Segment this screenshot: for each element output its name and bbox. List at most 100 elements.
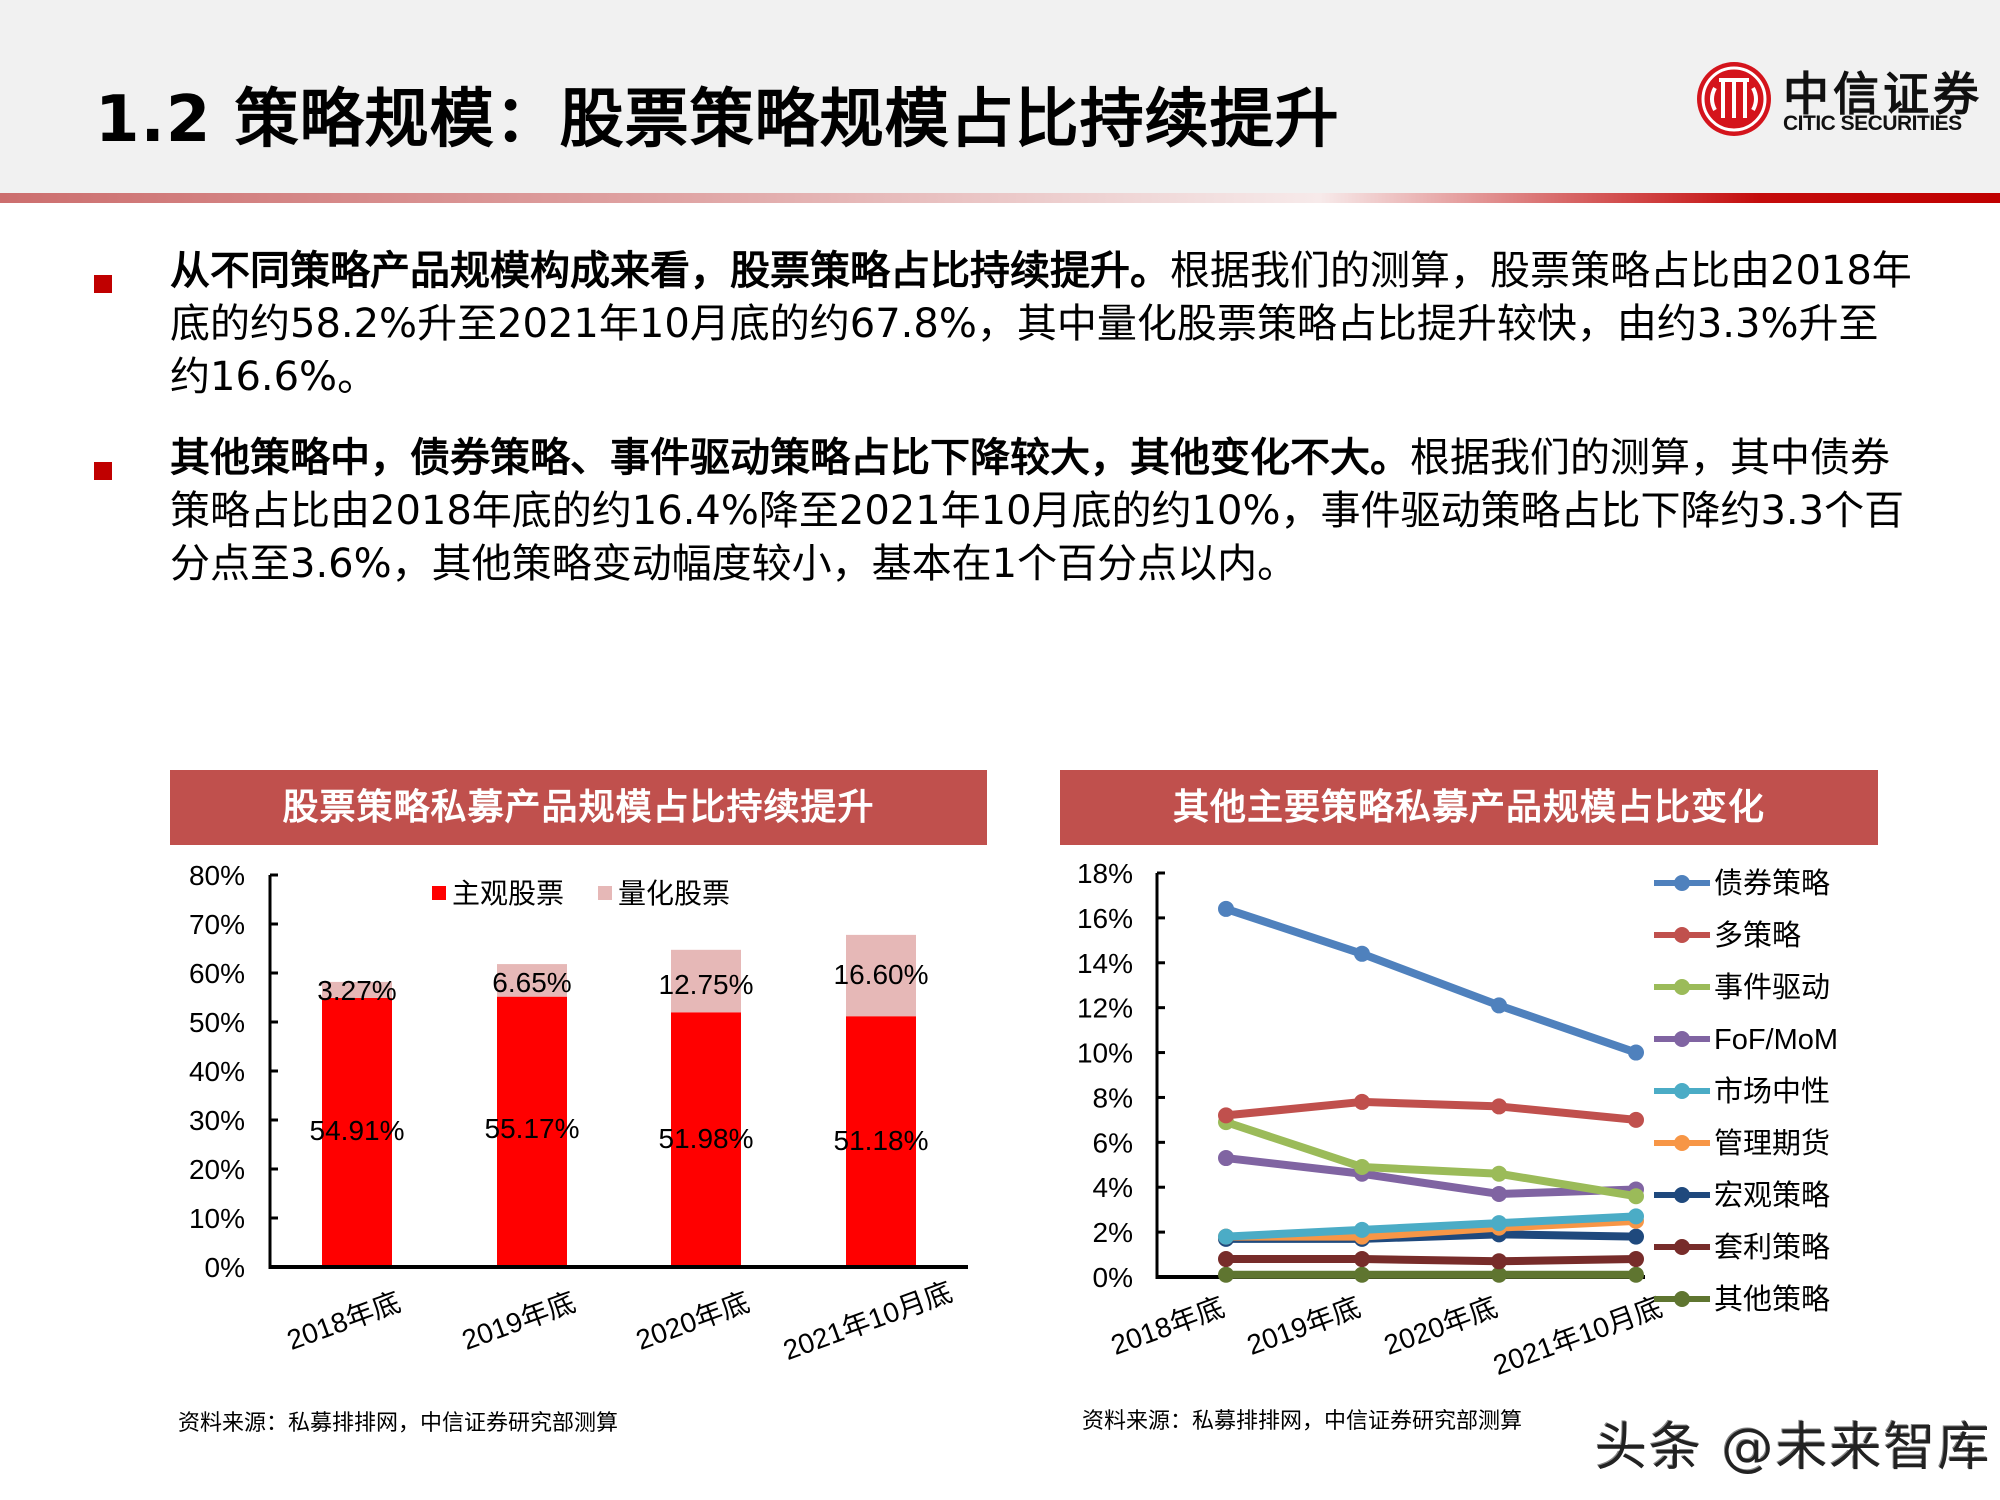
legend-label: 量化股票 xyxy=(618,878,730,909)
series-marker xyxy=(1491,997,1507,1014)
legend-marker xyxy=(1674,1031,1690,1047)
y-tick-label: 80% xyxy=(189,860,245,891)
series-line xyxy=(1224,905,1638,1057)
right-chart: 其他主要策略私募产品规模占比变化 xyxy=(1060,770,1878,1470)
series-marker xyxy=(1354,1221,1370,1238)
data-label: 54.91% xyxy=(310,1115,405,1146)
legend-label: 事件驱动 xyxy=(1714,971,1830,1004)
header-divider xyxy=(0,193,2000,203)
y-tick-label: 6% xyxy=(1093,1127,1133,1158)
legend-marker xyxy=(1674,1135,1690,1151)
citic-logo: 中信证券 CITIC SECURITIES xyxy=(1697,62,1979,138)
bar-segment xyxy=(497,964,567,997)
legend-label: FoF/MoM xyxy=(1714,1024,1838,1056)
series-line xyxy=(1226,1255,1637,1266)
left-chart-title: 股票策略私募产品规模占比持续提升 xyxy=(170,770,987,845)
series-marker xyxy=(1354,1251,1370,1268)
legend-label: 多策略 xyxy=(1714,919,1801,952)
series-marker xyxy=(1491,1098,1507,1115)
y-tick-label: 4% xyxy=(1093,1172,1133,1203)
bullet-body: 根据我们的测算，其中债券策略占比由2018年底的约16.4%降至2021年10月… xyxy=(170,435,1905,587)
logo-name-cn: 中信证券 xyxy=(1783,67,1983,121)
x-tick-label: 2021年10月底 xyxy=(1489,1291,1666,1381)
legend-label: 市场中性 xyxy=(1714,1075,1830,1108)
series-marker xyxy=(1491,1266,1507,1283)
y-tick-label: 40% xyxy=(189,1056,245,1087)
bar-segment xyxy=(322,997,392,1267)
legend-marker xyxy=(1674,1187,1690,1203)
legend-marker xyxy=(1674,1291,1690,1307)
header: 1.2 策略规模：股票策略规模占比持续提升 中信证券 CITIC SECURIT… xyxy=(0,0,2000,193)
series-marker xyxy=(1628,1188,1644,1205)
data-label: 51.18% xyxy=(834,1125,929,1156)
series-marker xyxy=(1628,1044,1644,1061)
bullet-bold-lead: 从不同策略产品规模构成来看，股票策略占比持续提升。 xyxy=(170,248,1170,294)
series-marker xyxy=(1218,900,1234,917)
y-tick-label: 60% xyxy=(189,958,245,989)
y-tick-label: 70% xyxy=(189,909,245,940)
y-tick-label: 0% xyxy=(205,1252,245,1283)
series-marker xyxy=(1628,1228,1644,1245)
legend-marker xyxy=(1674,927,1690,943)
series-line xyxy=(1225,1212,1637,1241)
data-label: 55.17% xyxy=(485,1113,580,1144)
data-label: 6.65% xyxy=(492,967,571,998)
series-marker xyxy=(1218,1150,1234,1167)
bar-segment xyxy=(671,1012,741,1267)
series-line xyxy=(1224,1118,1637,1201)
series-marker xyxy=(1218,1228,1234,1245)
bullet-text: 从不同策略产品规模构成来看，股票策略占比持续提升。根据我们的测算，股票策略占比由… xyxy=(170,245,1915,404)
bullet-text: 其他策略中，债券策略、事件驱动策略占比下降较大，其他变化不大。根据我们的测算，其… xyxy=(170,432,1915,591)
y-tick-label: 8% xyxy=(1093,1082,1133,1113)
y-tick-label: 16% xyxy=(1077,903,1133,934)
series-marker xyxy=(1491,1215,1507,1232)
legend-marker xyxy=(1674,1083,1690,1099)
bar-segment xyxy=(846,1016,916,1267)
series-marker xyxy=(1354,1266,1370,1283)
y-tick-label: 2% xyxy=(1093,1217,1133,1248)
legend-label: 宏观策略 xyxy=(1714,1179,1830,1212)
legend-swatch xyxy=(432,886,446,900)
legend-label: 其他策略 xyxy=(1714,1283,1830,1316)
y-tick-label: 18% xyxy=(1077,858,1133,889)
series-marker xyxy=(1491,1165,1507,1182)
y-tick-label: 0% xyxy=(1093,1262,1133,1293)
legend-marker xyxy=(1674,1239,1690,1255)
series-marker xyxy=(1628,1251,1644,1268)
page-title: 1.2 策略规模：股票策略规模占比持续提升 xyxy=(95,83,1340,157)
series-marker xyxy=(1218,1107,1234,1124)
legend-swatch xyxy=(598,886,612,900)
series-marker xyxy=(1491,1185,1507,1202)
series-marker xyxy=(1628,1266,1644,1283)
legend-label: 套利策略 xyxy=(1714,1231,1830,1264)
bullet-body: 根据我们的测算，股票策略占比由2018年底的约58.2%升至2021年10月底的… xyxy=(170,248,1912,400)
y-tick-label: 10% xyxy=(189,1203,245,1234)
series-line xyxy=(1225,1097,1637,1124)
bar-segment xyxy=(497,996,567,1267)
left-chart-source: 资料来源：私募排排网，中信证券研究部测算 xyxy=(178,1411,619,1436)
right-chart-title: 其他主要策略私募产品规模占比变化 xyxy=(1060,770,1878,845)
series-marker xyxy=(1354,1093,1370,1110)
y-tick-label: 10% xyxy=(1077,1038,1133,1069)
y-tick-label: 30% xyxy=(189,1105,245,1136)
citic-logo-icon xyxy=(1697,62,1771,136)
x-tick-label: 2020年底 xyxy=(1380,1291,1502,1361)
series-marker xyxy=(1218,1251,1234,1268)
series-line xyxy=(1225,1154,1637,1198)
y-tick-label: 20% xyxy=(189,1154,245,1185)
watermark: 头条 @未来智库 xyxy=(1595,1418,1992,1478)
bar-segment xyxy=(322,981,392,998)
legend-label: 主观股票 xyxy=(452,878,564,909)
data-label: 51.98% xyxy=(659,1123,754,1154)
series-marker xyxy=(1628,1208,1644,1225)
bar-segment xyxy=(846,934,916,1017)
y-tick-label: 12% xyxy=(1077,993,1133,1024)
x-tick-label: 2019年底 xyxy=(1243,1291,1365,1361)
y-tick-label: 50% xyxy=(189,1007,245,1038)
legend-label: 债券策略 xyxy=(1714,867,1830,900)
series-marker xyxy=(1354,1159,1370,1176)
series-marker xyxy=(1628,1111,1644,1128)
series-marker xyxy=(1491,1253,1507,1270)
